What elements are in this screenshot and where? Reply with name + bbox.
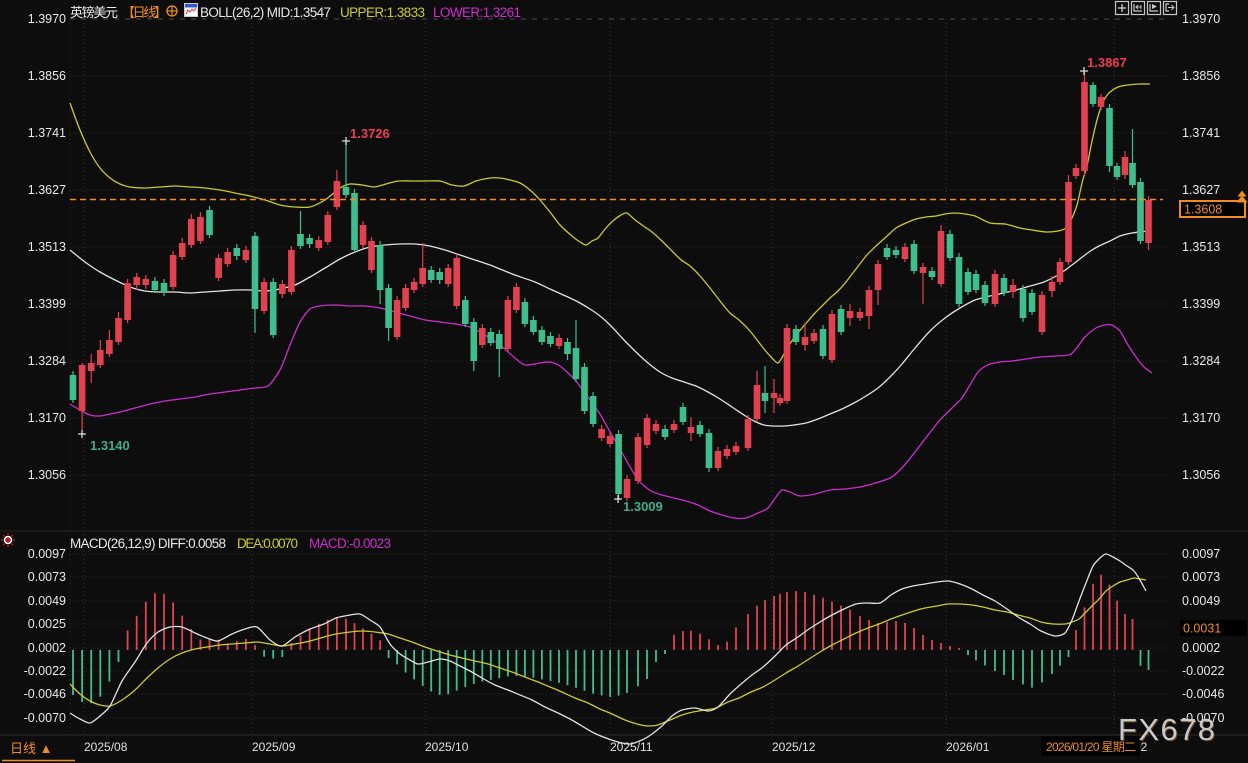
- svg-text:-0.0022: -0.0022: [1182, 664, 1224, 678]
- svg-text:1.3726: 1.3726: [350, 126, 390, 141]
- svg-text:2026/01/20 星期二: 2026/01/20 星期二: [1046, 740, 1136, 754]
- svg-text:1.3856: 1.3856: [1182, 69, 1220, 83]
- svg-text:1.3399: 1.3399: [1182, 297, 1220, 311]
- svg-text:1.3608: 1.3608: [1184, 203, 1222, 217]
- svg-text:UPPER:1.3833: UPPER:1.3833: [340, 5, 425, 20]
- svg-text:2025/08: 2025/08: [84, 740, 128, 754]
- svg-text:2026/01: 2026/01: [946, 740, 990, 754]
- svg-text:FX678: FX678: [1119, 713, 1216, 748]
- svg-text:DEA:0.0070: DEA:0.0070: [237, 536, 298, 551]
- svg-text:FX678: FX678: [1118, 712, 1215, 747]
- svg-text:1.3741: 1.3741: [28, 126, 66, 140]
- svg-text:0.0049: 0.0049: [1182, 594, 1220, 608]
- svg-text:LOWER:1.3261: LOWER:1.3261: [433, 5, 521, 20]
- svg-text:1.3284: 1.3284: [28, 354, 66, 368]
- svg-text:BOLL(26,2) MID:1.3547: BOLL(26,2) MID:1.3547: [200, 5, 331, 20]
- svg-text:1.3170: 1.3170: [28, 411, 66, 425]
- svg-text:0.0049: 0.0049: [28, 594, 66, 608]
- svg-text:2025/11: 2025/11: [610, 740, 653, 754]
- svg-text:0.0073: 0.0073: [1182, 570, 1220, 584]
- svg-text:1.3399: 1.3399: [28, 297, 66, 311]
- svg-text:1.3513: 1.3513: [1182, 240, 1220, 254]
- svg-text:0.0097: 0.0097: [1182, 547, 1220, 561]
- svg-text:1.3867: 1.3867: [1087, 55, 1127, 70]
- svg-text:1.3513: 1.3513: [28, 240, 66, 254]
- svg-text:0.0025: 0.0025: [28, 617, 66, 631]
- svg-text:0.0002: 0.0002: [1182, 641, 1220, 655]
- svg-text:2025/10: 2025/10: [425, 740, 469, 754]
- svg-text:2025/12: 2025/12: [772, 740, 816, 754]
- svg-text:0.0097: 0.0097: [28, 547, 66, 561]
- svg-text:1.3056: 1.3056: [28, 468, 66, 482]
- svg-text:0.0031: 0.0031: [1183, 622, 1221, 636]
- svg-text:1.3970: 1.3970: [28, 12, 66, 26]
- svg-text:英镑美元: 英镑美元: [70, 5, 118, 20]
- svg-text:1.3284: 1.3284: [1182, 354, 1220, 368]
- svg-text:0.0073: 0.0073: [28, 570, 66, 584]
- svg-text:【日线】: 【日线】: [122, 5, 167, 20]
- svg-text:1.3140: 1.3140: [90, 438, 130, 453]
- svg-text:1.3170: 1.3170: [1182, 411, 1220, 425]
- svg-text:-0.0046: -0.0046: [24, 687, 66, 701]
- svg-text:0.0002: 0.0002: [28, 641, 66, 655]
- svg-text:1.3970: 1.3970: [1182, 12, 1220, 26]
- svg-text:2025/09: 2025/09: [252, 740, 296, 754]
- svg-text:MACD:-0.0023: MACD:-0.0023: [309, 536, 391, 551]
- svg-text:1.3856: 1.3856: [28, 69, 66, 83]
- svg-text:-0.0046: -0.0046: [1182, 687, 1224, 701]
- svg-text:1.3009: 1.3009: [623, 499, 663, 514]
- svg-text:-0.0070: -0.0070: [1182, 711, 1224, 725]
- svg-text:日线 ▲: 日线 ▲: [10, 741, 52, 756]
- svg-text:-0.0022: -0.0022: [24, 664, 66, 678]
- svg-text:-0.0070: -0.0070: [24, 711, 66, 725]
- svg-text:1.3627: 1.3627: [1182, 183, 1220, 197]
- svg-text:1.3627: 1.3627: [28, 183, 66, 197]
- svg-text:MACD(26,12,9) DIFF:0.0058: MACD(26,12,9) DIFF:0.0058: [70, 536, 226, 551]
- svg-text:1.3741: 1.3741: [1182, 126, 1220, 140]
- svg-text:1.3056: 1.3056: [1182, 468, 1220, 482]
